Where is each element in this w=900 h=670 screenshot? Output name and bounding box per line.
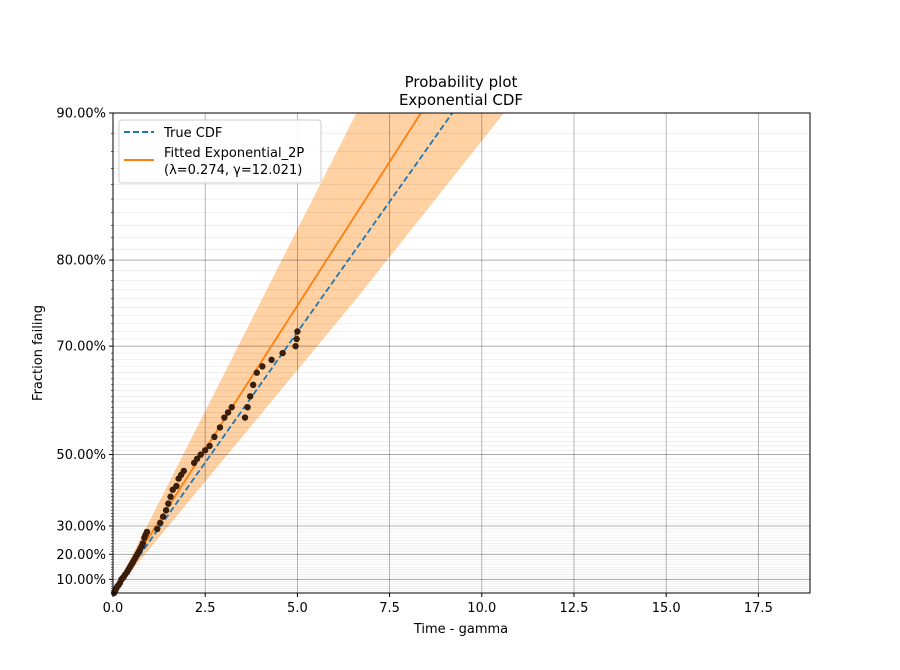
data-point [241, 414, 249, 421]
chart-subtitle: Exponential CDF [399, 91, 523, 109]
data-point [249, 381, 257, 389]
legend: True CDF Fitted Exponential_2P (λ=0.274,… [118, 119, 322, 184]
data-point [292, 342, 299, 350]
fitted-exponential-line [113, 113, 422, 593]
legend-fitted-label: Fitted Exponential_2P [164, 146, 304, 161]
data-point [211, 433, 218, 441]
data-point [293, 335, 300, 343]
data-point [294, 328, 301, 335]
data-point [206, 442, 213, 450]
y-tick-label: 90.00% [56, 107, 106, 122]
data-point [154, 525, 161, 533]
y-tick-label: 70.00% [56, 340, 106, 355]
chart-title: Probability plot [405, 73, 518, 91]
x-tick-label: 0.0 [103, 601, 124, 616]
data-point [228, 404, 235, 411]
x-tick-label: 2.5 [195, 601, 216, 616]
data-point [201, 447, 209, 454]
legend-box [118, 119, 322, 184]
data-point [139, 540, 147, 547]
data-point [159, 513, 167, 520]
data-point [180, 467, 188, 475]
data-point [246, 393, 254, 400]
x-tick-label: 15.0 [652, 601, 681, 616]
data-point [279, 349, 286, 357]
data-point [244, 404, 251, 411]
data-point [197, 451, 204, 458]
data-point [165, 500, 172, 507]
y-axis-label: Fraction failing [31, 305, 46, 401]
data-point [259, 363, 266, 370]
x-tick-label: 10.0 [467, 601, 496, 616]
legend-true-cdf-label: True CDF [163, 126, 222, 141]
data-point [157, 519, 164, 527]
y-tick-label: 20.00% [56, 548, 106, 563]
y-tick-label: 30.00% [56, 519, 106, 534]
confidence-band [113, 113, 504, 593]
data-point [268, 356, 275, 364]
data-point [216, 424, 224, 431]
legend-fitted-params: (λ=0.274, γ=12.021) [164, 163, 302, 178]
data-point [193, 455, 201, 462]
data-point [173, 482, 180, 490]
x-axis-label: Time - gamma [413, 622, 508, 637]
data-point [162, 507, 170, 514]
y-tick-label: 50.00% [56, 448, 106, 463]
y-tick-label: 80.00% [56, 254, 106, 269]
data-point [221, 414, 228, 421]
x-tick-label: 5.0 [287, 601, 308, 616]
data-point [167, 493, 174, 500]
data-point [253, 369, 261, 376]
x-tick-label: 12.5 [560, 601, 589, 616]
data-point [143, 528, 151, 536]
x-tick-label: 7.5 [379, 601, 400, 616]
data-point [224, 409, 232, 416]
x-tick-label: 17.5 [744, 601, 773, 616]
y-tick-label: 10.00% [56, 573, 106, 588]
